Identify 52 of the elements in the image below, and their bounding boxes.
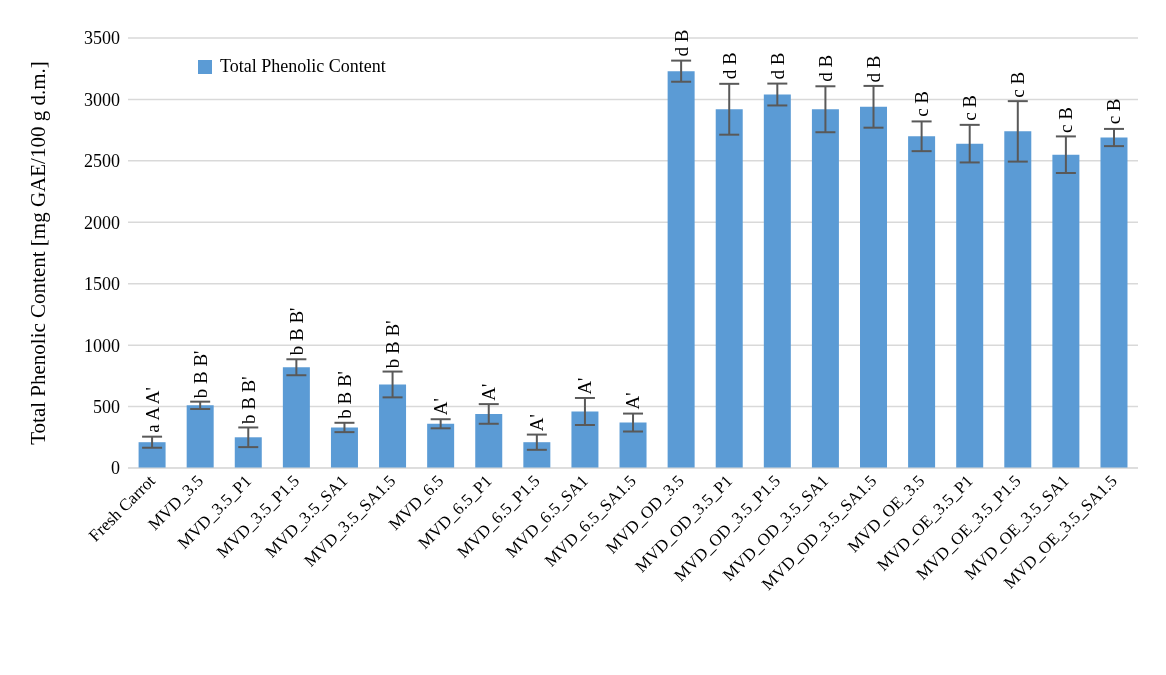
bar xyxy=(908,136,936,468)
annotation: b B B' xyxy=(285,307,307,356)
annotation: A' xyxy=(478,383,500,401)
annotation: A' xyxy=(526,414,548,432)
annotation: b B B' xyxy=(382,320,404,369)
bar xyxy=(138,442,166,468)
y-tick-label: 1000 xyxy=(84,335,120,356)
annotation: d B xyxy=(718,52,740,80)
bar xyxy=(1100,137,1128,468)
y-tick-label: 3500 xyxy=(84,28,120,49)
bar xyxy=(523,442,551,468)
bar xyxy=(763,94,791,468)
bar xyxy=(1052,154,1080,468)
y-tick-label: 0 xyxy=(111,458,120,479)
annotation: d B xyxy=(670,29,692,57)
annotation: b B B' xyxy=(333,371,355,419)
bar xyxy=(186,405,214,468)
bar xyxy=(1004,131,1032,468)
bar xyxy=(715,109,743,468)
bar xyxy=(811,109,839,468)
annotation: c B xyxy=(1055,107,1077,134)
annotation: c B xyxy=(959,95,981,121)
annotation: A' xyxy=(622,392,644,410)
annotation: A' xyxy=(430,398,452,416)
y-tick-label: 2500 xyxy=(84,151,120,172)
bar xyxy=(282,367,310,468)
annotation: d B xyxy=(766,52,788,80)
y-tick-label: 500 xyxy=(93,396,120,417)
legend-label: Total Phenolic Content xyxy=(220,56,386,77)
annotation: a A A' xyxy=(141,387,163,433)
annotation: c B xyxy=(1103,98,1125,125)
bar xyxy=(956,143,984,468)
bar xyxy=(234,437,262,468)
bar xyxy=(667,71,695,468)
bar xyxy=(330,427,358,468)
bar xyxy=(475,413,503,468)
annotation: c B xyxy=(911,90,933,117)
bar xyxy=(427,423,455,468)
annotation: d B xyxy=(814,54,836,82)
annotation: c B xyxy=(1007,71,1029,98)
bar xyxy=(571,411,599,468)
y-axis-title: Total Phenolic Content [mg GAE/100 g d.m.] xyxy=(26,61,51,445)
y-tick-label: 1500 xyxy=(84,274,120,295)
annotation: b B B' xyxy=(237,376,259,425)
annotation: b B B' xyxy=(189,350,211,399)
annotation: d B xyxy=(862,55,884,83)
y-tick-label: 2000 xyxy=(84,212,120,233)
bar xyxy=(619,422,647,468)
bar xyxy=(860,106,888,468)
y-tick-label: 3000 xyxy=(84,89,120,110)
bar xyxy=(379,384,407,468)
annotation: A' xyxy=(574,377,596,395)
